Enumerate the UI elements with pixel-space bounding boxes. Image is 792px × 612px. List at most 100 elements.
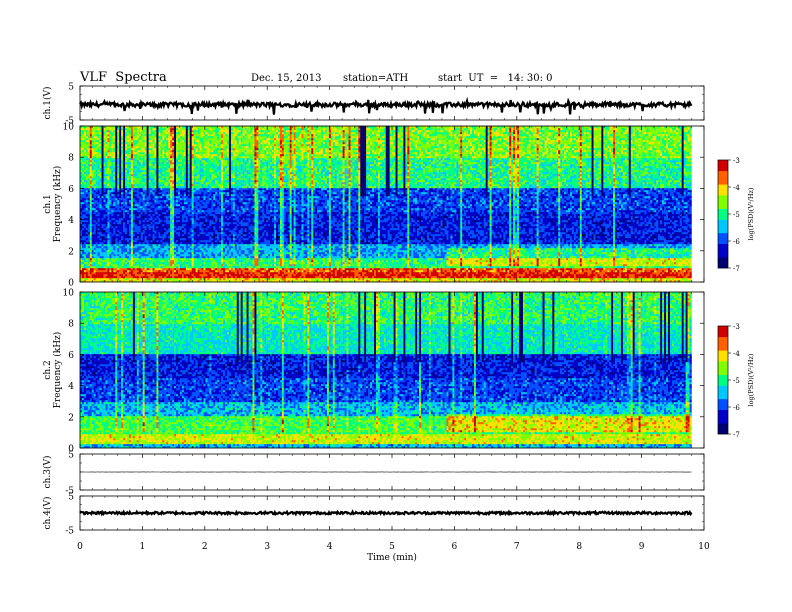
spectrogram-cell: [92, 170, 94, 172]
spectrogram-cell: [100, 258, 102, 260]
spectrogram-cell: [102, 128, 104, 130]
spectrogram-cell: [121, 170, 123, 172]
spectrogram-cell: [96, 226, 98, 228]
spectrogram-cell: [104, 144, 106, 146]
spectrogram-cell: [98, 136, 100, 138]
spectrogram-cell: [102, 278, 104, 280]
spectrogram-cell: [111, 212, 113, 214]
spectrogram-cell: [100, 198, 102, 200]
spectrogram-cell: [111, 256, 113, 258]
spectrogram-cell: [107, 164, 109, 166]
spectrogram-cell: [98, 198, 100, 200]
spectrogram-cell: [84, 194, 86, 196]
spectrogram-cell: [113, 248, 115, 250]
spectrogram-cell: [90, 152, 92, 154]
spectrogram-cell: [113, 272, 115, 274]
spectrogram-cell: [105, 192, 107, 194]
spectrogram-cell: [109, 148, 111, 150]
spectrogram-cell: [117, 190, 119, 192]
spectrogram-cell: [104, 246, 106, 248]
spectrogram-cell: [94, 174, 96, 176]
spectrogram-cell: [88, 196, 90, 198]
spectrogram-cell: [105, 208, 107, 210]
spectrogram-cell: [84, 276, 86, 278]
spectrogram-cell: [100, 156, 102, 158]
spectrogram-cell: [105, 234, 107, 236]
spectrogram-cell: [113, 236, 115, 238]
spectrogram-cell: [100, 252, 102, 254]
spectrogram-cell: [113, 256, 115, 258]
spectrogram-cell: [107, 188, 109, 190]
spectrogram-cell: [92, 242, 94, 244]
spectrogram-cell: [88, 262, 90, 264]
spectrogram-cell: [119, 266, 121, 268]
spectrogram-cell: [102, 228, 104, 230]
spectrogram-cell: [100, 188, 102, 190]
spectrogram-cell: [111, 218, 113, 220]
spectrogram-cell: [88, 140, 90, 142]
spectrogram-cell: [94, 236, 96, 238]
spectrogram-cell: [102, 136, 104, 138]
spectrogram-cell: [105, 160, 107, 162]
spectrogram-cell: [94, 230, 96, 232]
spectrogram-cell: [98, 236, 100, 238]
spectrogram-cell: [117, 236, 119, 238]
spectrogram-cell: [109, 250, 111, 252]
spectrogram-cell: [113, 212, 115, 214]
spectrogram-cell: [113, 214, 115, 216]
spectrogram-cell: [86, 240, 88, 242]
spectrogram-cell: [88, 166, 90, 168]
spectrogram-cell: [121, 148, 123, 150]
spectrogram-cell: [105, 130, 107, 132]
spectrogram-cell: [88, 152, 90, 154]
spectrogram-cell: [123, 264, 125, 266]
spectrogram-cell: [119, 166, 121, 168]
spectrogram-cell: [111, 244, 113, 246]
spectrogram-cell: [96, 230, 98, 232]
spectrogram-cell: [92, 186, 94, 188]
spectrogram-cell: [113, 190, 115, 192]
spectrogram-cell: [86, 264, 88, 266]
spectrogram-cell: [113, 278, 115, 280]
spectrogram-cell: [119, 264, 121, 266]
spectrogram-cell: [90, 150, 92, 152]
spectrogram-cell: [100, 200, 102, 202]
spectrogram-cell: [86, 200, 88, 202]
spectrogram-cell: [115, 244, 117, 246]
spectrogram-cell: [90, 196, 92, 198]
spectrogram-cell: [90, 236, 92, 238]
spectrogram-cell: [121, 276, 123, 278]
spectrogram-cell: [96, 266, 98, 268]
spectrogram-cell: [107, 158, 109, 160]
spectrogram-cell: [92, 238, 94, 240]
spectrogram-cell: [107, 270, 109, 272]
spectrogram-cell: [109, 170, 111, 172]
spectrogram-cell: [92, 180, 94, 182]
spectrogram-cell: [90, 238, 92, 240]
spectrogram-cell: [109, 194, 111, 196]
spectrogram-cell: [115, 250, 117, 252]
spectrogram-cell: [96, 148, 98, 150]
spectrogram-cell: [82, 254, 84, 256]
spectrogram-cell: [121, 250, 123, 252]
spectrogram-cell: [123, 210, 125, 212]
spectrogram-cell: [105, 238, 107, 240]
spectrogram-cell: [82, 232, 84, 234]
spectrogram-cell: [94, 224, 96, 226]
spectrogram-cell: [82, 196, 84, 198]
spectrogram-cell: [111, 172, 113, 174]
spectrogram-cell: [115, 204, 117, 206]
spectrogram-cell: [119, 216, 121, 218]
spectrogram-cell: [84, 172, 86, 174]
spectrogram-cell: [109, 272, 111, 274]
spectrogram-cell: [96, 134, 98, 136]
spectrogram-cell: [117, 274, 119, 276]
spectrogram-cell: [119, 136, 121, 138]
spectrogram-cell: [107, 162, 109, 164]
spectrogram-cell: [84, 200, 86, 202]
spectrogram-cell: [117, 164, 119, 166]
spectrogram-cell: [107, 262, 109, 264]
spectrogram-cell: [119, 128, 121, 130]
spectrogram-cell: [119, 210, 121, 212]
spectrogram-cell: [88, 156, 90, 158]
